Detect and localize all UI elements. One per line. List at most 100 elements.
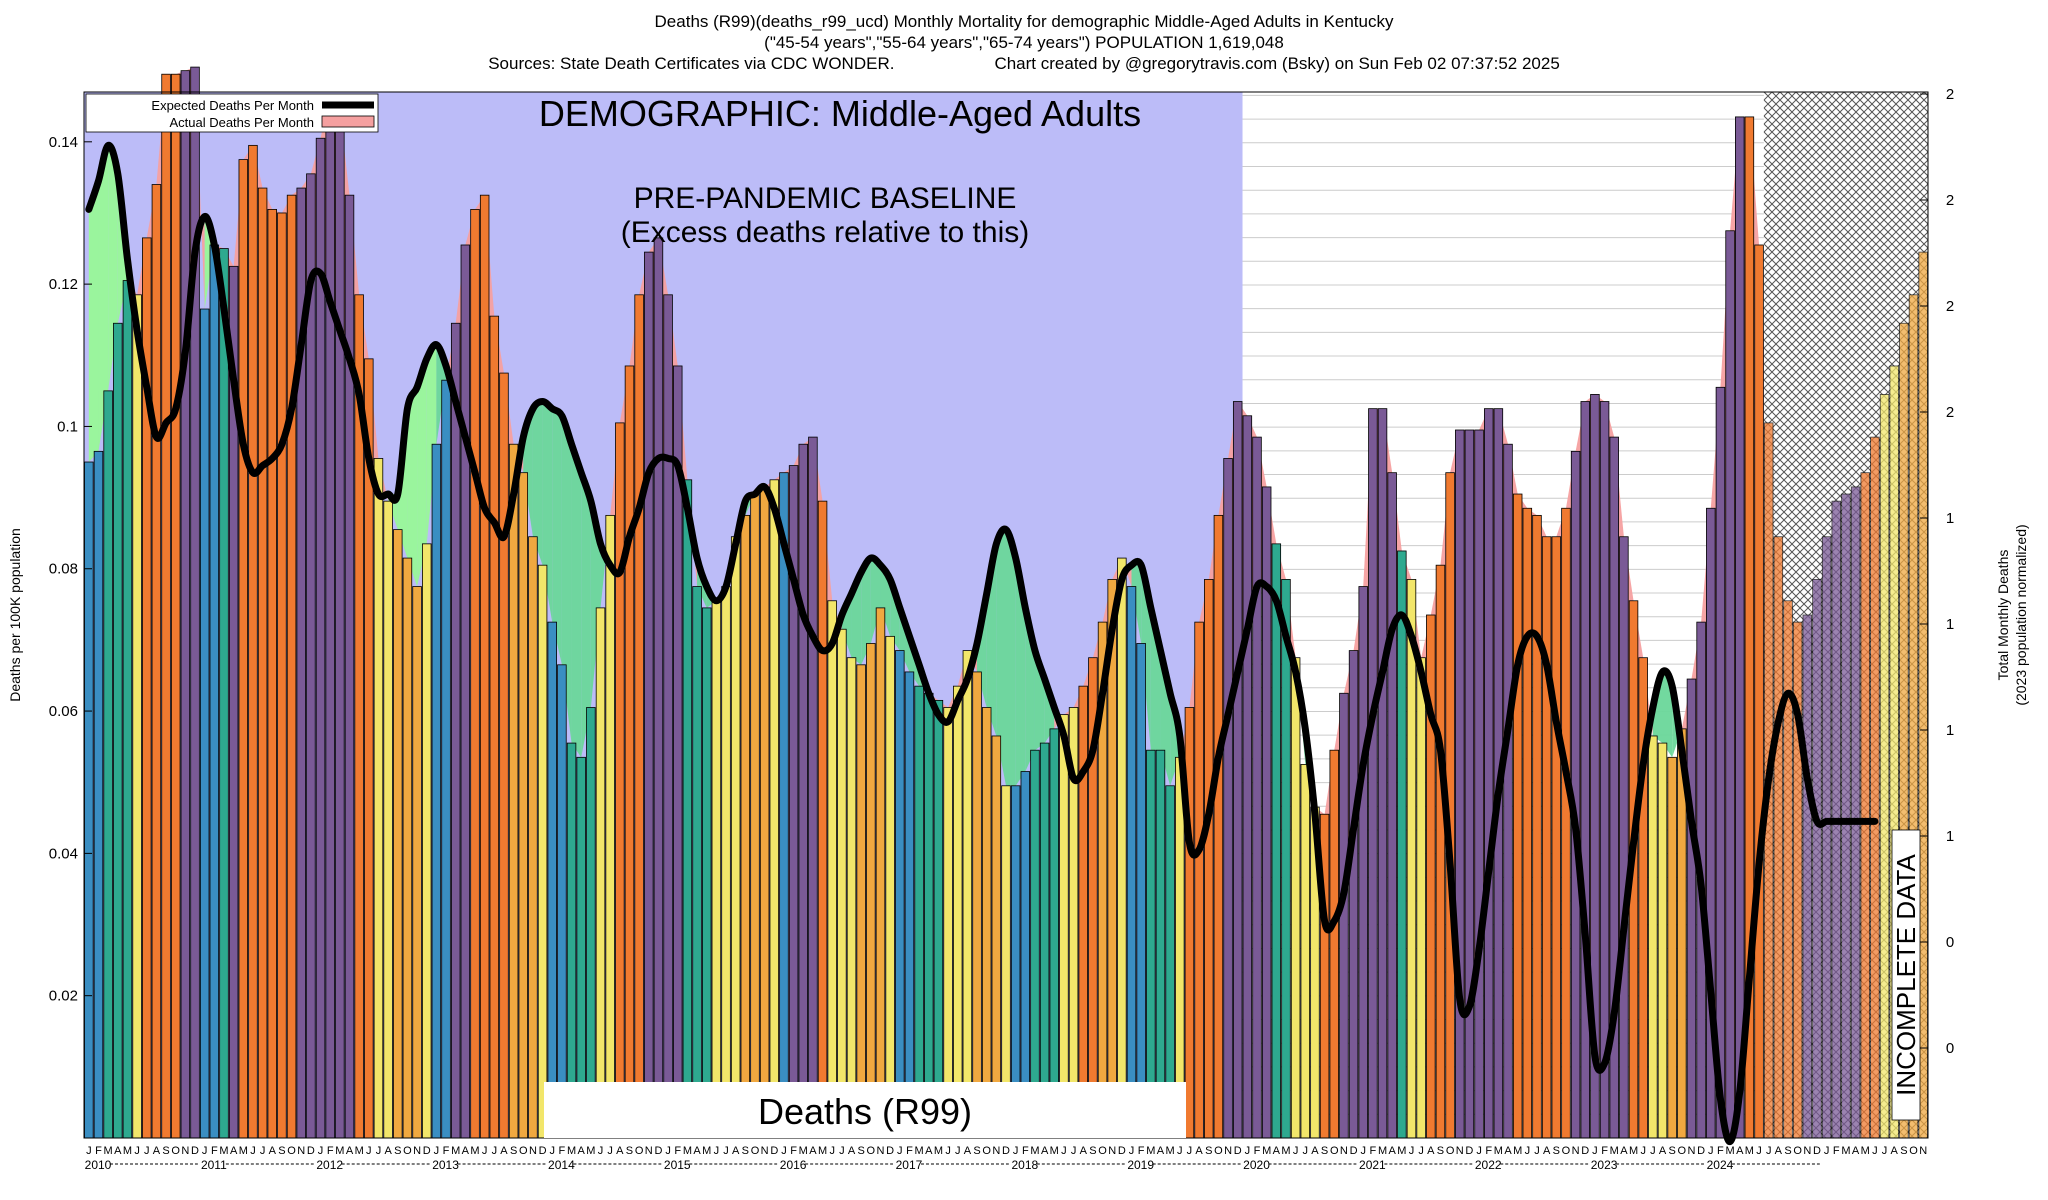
x-month-label: M: [683, 1145, 692, 1157]
x-month-label: A: [1195, 1145, 1203, 1157]
x-month-label: M: [818, 1145, 827, 1157]
bar: [132, 294, 142, 1139]
x-month-label: A: [462, 1145, 470, 1157]
x-month-label: O: [519, 1145, 528, 1157]
x-month-label: J: [829, 1145, 835, 1157]
x-month-label: A: [1311, 1145, 1319, 1157]
deficit-fill: [417, 358, 427, 587]
x-month-label: J: [1177, 1145, 1183, 1157]
x-month-label: F: [1022, 1145, 1029, 1157]
bar: [1397, 550, 1407, 1139]
bar: [286, 194, 297, 1139]
baseline-annotation: PRE-PANDEMIC BASELINE: [634, 182, 1017, 215]
x-month-label: J: [1592, 1145, 1598, 1157]
x-month-label: J: [144, 1145, 150, 1157]
x-month-label: S: [162, 1145, 169, 1157]
x-month-label: J: [434, 1145, 440, 1157]
bar: [1725, 230, 1735, 1139]
bar: [1300, 764, 1311, 1139]
x-month-label: F: [1833, 1145, 1840, 1157]
x-month-label: J: [607, 1145, 613, 1157]
x-month-label: F: [1717, 1145, 1724, 1157]
bar: [866, 643, 876, 1139]
x-month-label: J: [366, 1145, 372, 1157]
bar: [103, 390, 113, 1139]
x-month-label: J: [781, 1145, 787, 1157]
bar: [1464, 429, 1475, 1139]
deficit-fill: [590, 501, 601, 708]
x-month-label: A: [114, 1145, 122, 1157]
bar: [508, 443, 519, 1139]
credit-text: Chart created by @gregorytravis.com (Bsk…: [994, 54, 1560, 73]
x-month-label: J: [1418, 1145, 1424, 1157]
x-month-label: D: [1350, 1145, 1358, 1157]
x-month-label: A: [578, 1145, 586, 1157]
x-month-label: A: [693, 1145, 701, 1157]
x-month-label: J: [714, 1145, 720, 1157]
x-month-label: M: [1629, 1145, 1638, 1157]
deficit-fill: [1006, 529, 1016, 786]
deficit-fill: [880, 565, 891, 637]
y-tick-label: 0.14: [49, 134, 78, 151]
x-month-label: S: [510, 1145, 517, 1157]
y2-axis-label: Total Monthly Deaths: [1995, 550, 2011, 681]
x-month-label: N: [1224, 1145, 1232, 1157]
chart-source-line: Sources: State Death Certificates via CD…: [0, 54, 2048, 74]
bar: [769, 479, 780, 1139]
x-month-label: N: [877, 1145, 885, 1157]
deficit-fill: [1131, 565, 1142, 644]
x-month-label: A: [732, 1145, 740, 1157]
x-month-label: D: [539, 1145, 547, 1157]
x-month-label: O: [1214, 1145, 1223, 1157]
x-month-label: J: [1756, 1145, 1762, 1157]
bar: [1870, 436, 1880, 1139]
x-month-label: F: [1138, 1145, 1145, 1157]
bar: [402, 557, 413, 1139]
x-month-label: J: [598, 1145, 604, 1157]
bar: [586, 707, 596, 1139]
bar: [470, 209, 480, 1139]
x-month-label: M: [104, 1145, 113, 1157]
x-month-label: M: [451, 1145, 460, 1157]
x-month-label: J: [549, 1145, 555, 1157]
bar: [566, 742, 577, 1139]
x-month-label: D: [423, 1145, 431, 1157]
x-month-label: A: [153, 1145, 161, 1157]
bar: [267, 209, 277, 1139]
x-month-label: A: [1504, 1145, 1512, 1157]
bar: [450, 322, 461, 1139]
x-year-label: 2016: [780, 1158, 807, 1172]
bar: [518, 472, 529, 1139]
bar: [1754, 244, 1764, 1139]
x-month-label: J: [1882, 1145, 1888, 1157]
x-month-label: A: [500, 1145, 508, 1157]
bar: [1879, 394, 1890, 1139]
x-month-label: S: [394, 1145, 401, 1157]
bar: [460, 244, 471, 1139]
bar: [1841, 493, 1851, 1139]
x-month-label: J: [1708, 1145, 1714, 1157]
deficit-fill: [1662, 671, 1673, 758]
x-month-label: J: [1061, 1145, 1067, 1157]
x-month-label: S: [858, 1145, 865, 1157]
bar: [499, 372, 509, 1139]
x-month-label: O: [1678, 1145, 1687, 1157]
x-month-label: F: [559, 1145, 566, 1157]
x-month-label: J: [1650, 1145, 1656, 1157]
x-month-label: J: [1824, 1145, 1830, 1157]
x-month-label: F: [1370, 1145, 1377, 1157]
x-month-label: J: [86, 1145, 92, 1157]
deficit-fill: [571, 444, 582, 758]
x-month-label: M: [239, 1145, 248, 1157]
x-month-label: A: [848, 1145, 856, 1157]
x-month-label: F: [327, 1145, 334, 1157]
deficit-fill: [532, 401, 543, 566]
x-year-label: 2012: [316, 1158, 343, 1172]
x-month-label: J: [1245, 1145, 1251, 1157]
x-month-label: J: [1476, 1145, 1482, 1157]
x-month-label: D: [1465, 1145, 1473, 1157]
x-month-label: M: [1610, 1145, 1619, 1157]
x-month-label: M: [1262, 1145, 1271, 1157]
x-month-label: J: [1187, 1145, 1193, 1157]
